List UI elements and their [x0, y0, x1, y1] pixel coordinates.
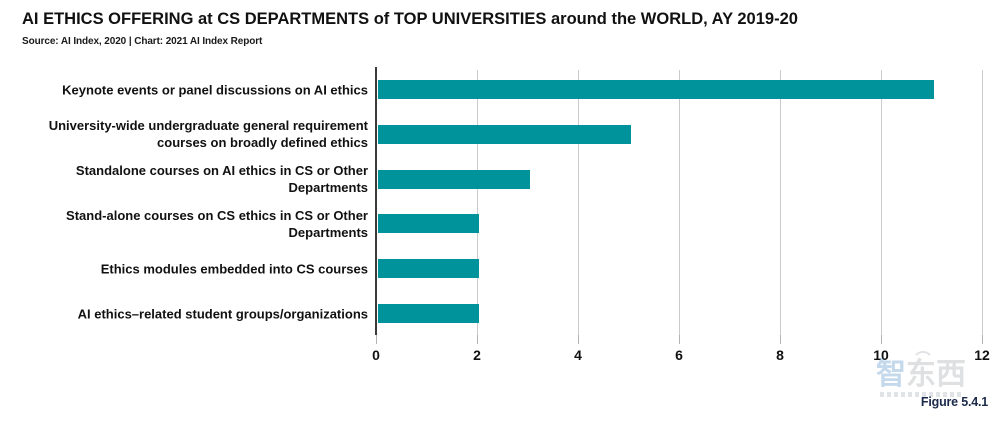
category-label-5: AI ethics–related student groups/organiz… — [77, 306, 368, 321]
bar-1 — [378, 124, 631, 144]
gridline-x-8 — [780, 70, 781, 335]
tickmark-x-6 — [679, 335, 680, 344]
bar-0 — [378, 80, 934, 99]
y-axis-line — [375, 67, 377, 335]
gridline-x-10 — [881, 70, 882, 335]
chart-source: Source: AI Index, 2020 | Chart: 2021 AI … — [22, 36, 263, 47]
bar-4 — [378, 259, 479, 279]
figure-number-label: Figure 5.4.1 — [920, 395, 988, 409]
tick-label-x-0: 0 — [372, 347, 380, 363]
bar-2 — [378, 169, 530, 189]
plot-area: 0 2 4 6 8 10 12 — [372, 67, 990, 363]
category-label-4: Ethics modules embedded into CS courses — [100, 261, 368, 277]
tickmark-x-0 — [376, 335, 377, 344]
tickmark-x-10 — [881, 335, 882, 344]
gridline-x-12 — [982, 70, 983, 335]
tick-label-x-10: 10 — [873, 347, 889, 363]
tick-label-x-2: 2 — [473, 347, 481, 363]
chart-title: AI ETHICS OFFERING at CS DEPARTMENTS of … — [22, 10, 798, 28]
tick-label-x-4: 4 — [574, 347, 582, 363]
category-label-3: Stand-alone courses on CS ethics in CS o… — [66, 207, 368, 240]
bar-3 — [378, 214, 479, 234]
bar-5 — [378, 304, 479, 323]
gridline-x-4 — [578, 70, 579, 335]
tick-label-x-12: 12 — [974, 347, 990, 363]
tick-label-x-8: 8 — [776, 347, 784, 363]
gridline-x-6 — [679, 70, 680, 335]
tickmark-x-8 — [780, 335, 781, 344]
category-label-1: University-wide undergraduate general re… — [48, 118, 368, 151]
tickmark-x-4 — [578, 335, 579, 344]
tickmark-x-2 — [477, 335, 478, 344]
tick-label-x-6: 6 — [675, 347, 683, 363]
category-axis: Keynote events or panel discussions on A… — [0, 67, 368, 335]
gridline-x-2 — [477, 70, 478, 335]
tickmark-x-12 — [982, 335, 983, 344]
watermark-arc-decoration — [912, 351, 934, 373]
category-label-2: Standalone courses on AI ethics in CS or… — [75, 163, 368, 196]
watermark-rest-chars: 东西 — [906, 358, 966, 391]
category-label-0: Keynote events or panel discussions on A… — [62, 82, 368, 97]
